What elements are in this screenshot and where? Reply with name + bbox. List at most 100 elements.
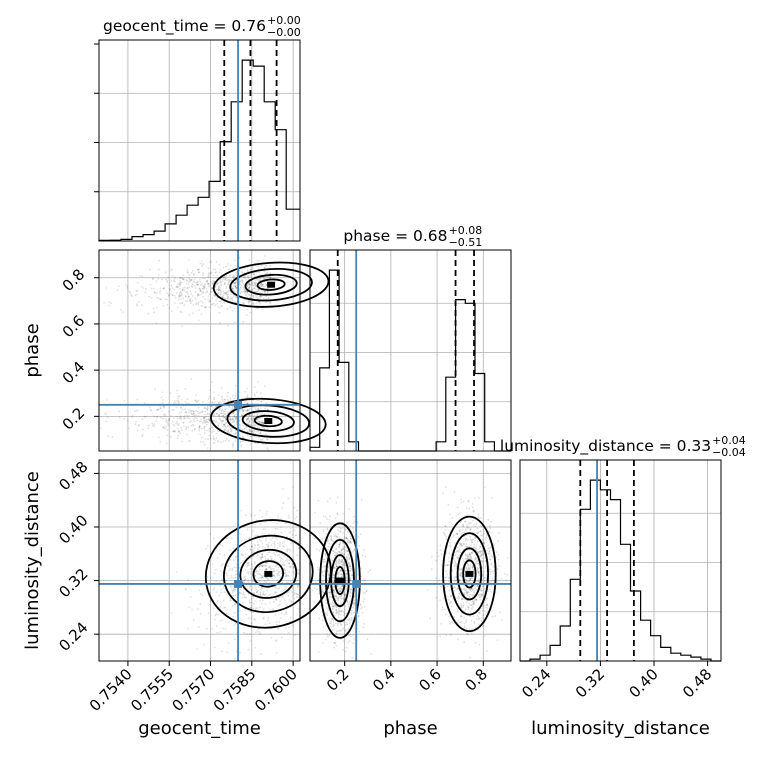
sample-point [349,594,352,597]
sample-point [296,585,299,587]
sample-point [347,541,349,543]
sample-point [477,581,479,583]
sample-point [464,520,466,523]
sample-point [212,419,215,422]
sample-point [192,280,195,283]
sample-point [475,626,477,629]
sample-point [235,413,238,416]
sample-point [329,590,332,593]
sample-point [486,650,488,652]
sample-point [472,510,475,513]
sample-point [468,507,471,510]
sample-point [205,423,208,426]
sample-point [485,536,487,539]
sample-point [242,591,245,594]
sample-point [259,568,261,571]
sample-point [156,409,159,412]
panel-title-text: geocent_time = 0.76 [103,17,266,36]
sample-point [341,585,344,588]
sample-point [341,610,344,612]
sample-point [265,264,268,267]
sample-point [456,556,459,559]
title-upper-error: +0.00 [267,14,301,27]
sample-point [241,440,244,443]
sample-point [261,599,264,602]
sample-point [339,587,342,590]
sample-point [253,585,256,587]
sample-point [273,541,276,543]
sample-point [257,301,260,304]
sample-point [339,570,342,572]
sample-point [466,592,468,594]
sample-point [460,542,463,545]
sample-point [226,395,229,398]
sample-point [190,279,193,282]
sample-point [188,295,191,298]
sample-point [275,623,278,626]
sample-point [214,406,217,408]
sample-point [253,547,256,549]
y-axis-label-phase: phase [22,323,43,377]
sample-point [490,520,492,523]
sample-point [230,429,233,431]
sample-point [470,607,473,610]
sample-point [338,551,341,553]
sample-point [227,291,229,294]
sample-point [262,617,265,620]
sample-point [222,627,224,630]
sample-point [204,421,207,424]
sample-point [340,560,343,563]
sample-point [326,635,329,638]
sample-point [222,412,224,415]
sample-point [208,434,211,437]
sample-point [207,612,210,614]
sample-point [466,600,469,602]
sample-point [483,610,486,613]
sample-point [251,282,254,284]
sample-point [136,429,139,432]
sample-point [246,409,249,412]
sample-point [450,594,453,597]
sample-point [351,577,354,579]
sample-point [445,576,447,579]
sample-point [156,415,159,418]
sample-point [469,564,472,566]
sample-point [249,633,252,635]
sample-point [272,574,275,576]
sample-point [289,550,292,552]
sample-point [254,618,257,621]
sample-point [189,280,192,283]
sample-point [229,397,232,400]
sample-point [231,406,234,408]
sample-point [272,607,274,610]
sample-point [465,555,468,557]
density-contour [330,554,350,608]
sample-point [222,587,225,589]
sample-point [216,283,218,285]
sample-point [251,546,254,548]
sample-point [331,625,333,628]
sample-point [123,399,126,402]
sample-point [164,298,167,301]
sample-point [340,595,343,598]
sample-point [250,588,253,591]
sample-point [162,427,165,430]
sample-point [196,294,199,297]
sample-point [272,570,275,572]
sample-point [259,588,262,591]
sample-point [241,397,243,399]
sample-point [160,396,163,399]
sample-point [290,600,293,603]
sample-point [190,420,192,423]
sample-point [260,421,263,423]
sample-point [246,291,249,293]
sample-point [260,400,263,403]
sample-point [344,573,347,576]
sample-point [232,290,235,293]
sample-point [275,640,277,642]
sample-point [251,422,254,425]
sample-point [200,418,202,421]
sample-point [198,309,201,311]
sample-point [450,553,453,556]
sample-point [337,533,340,536]
